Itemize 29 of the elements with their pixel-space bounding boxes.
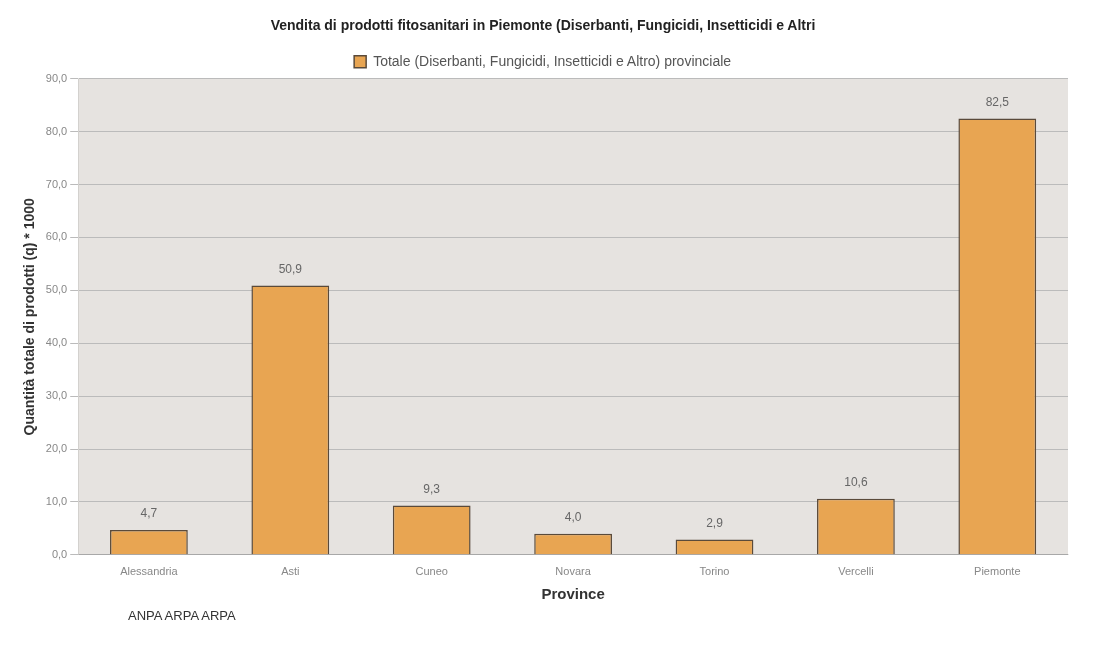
y-tick-label: 0,0 bbox=[51, 547, 68, 560]
y-axis-title: Quantità totale di prodotti (q) * 1000 bbox=[21, 197, 38, 436]
y-tick-label: 20,0 bbox=[45, 442, 68, 455]
y-tick-label: 40,0 bbox=[45, 336, 68, 349]
x-tick-label: Piemonte bbox=[974, 565, 1021, 578]
data-label: 82,5 bbox=[985, 94, 1010, 109]
x-tick-label: Novara bbox=[555, 565, 592, 578]
y-tick-label: 90,0 bbox=[45, 71, 68, 84]
x-tick-label: Vercelli bbox=[838, 565, 874, 578]
y-tick-label: 50,0 bbox=[45, 283, 68, 296]
data-label: 9,3 bbox=[423, 481, 441, 496]
chart-title: Vendita di prodotti fitosanitari in Piemonte (Diserbanti, Fungicidi, Insetticidi e Altri bbox=[270, 17, 816, 34]
data-label: 50,9 bbox=[278, 261, 303, 276]
x-tick-label: Asti bbox=[281, 565, 300, 578]
x-tick-label: Torino bbox=[699, 565, 730, 578]
y-tick-label: 70,0 bbox=[45, 177, 68, 190]
legend-label: Totale (Diserbanti, Fungicidi, Insetticidi e Altro) provinciale bbox=[373, 52, 732, 69]
y-tick-label: 10,0 bbox=[45, 494, 68, 507]
x-tick-label: Alessandria bbox=[120, 565, 179, 578]
y-tick-label: 80,0 bbox=[45, 124, 68, 137]
y-tick-label: 60,0 bbox=[45, 230, 68, 243]
data-label: 4,7 bbox=[140, 506, 158, 521]
data-label: 2,9 bbox=[706, 515, 724, 530]
data-label: 4,0 bbox=[564, 509, 582, 524]
data-label: 10,6 bbox=[844, 475, 868, 490]
x-tick-label: Cuneo bbox=[415, 565, 448, 578]
y-tick-label: 30,0 bbox=[45, 389, 68, 402]
text: ANPA ARPA ARPA bbox=[128, 608, 237, 623]
x-axis-title: Province bbox=[541, 585, 605, 603]
